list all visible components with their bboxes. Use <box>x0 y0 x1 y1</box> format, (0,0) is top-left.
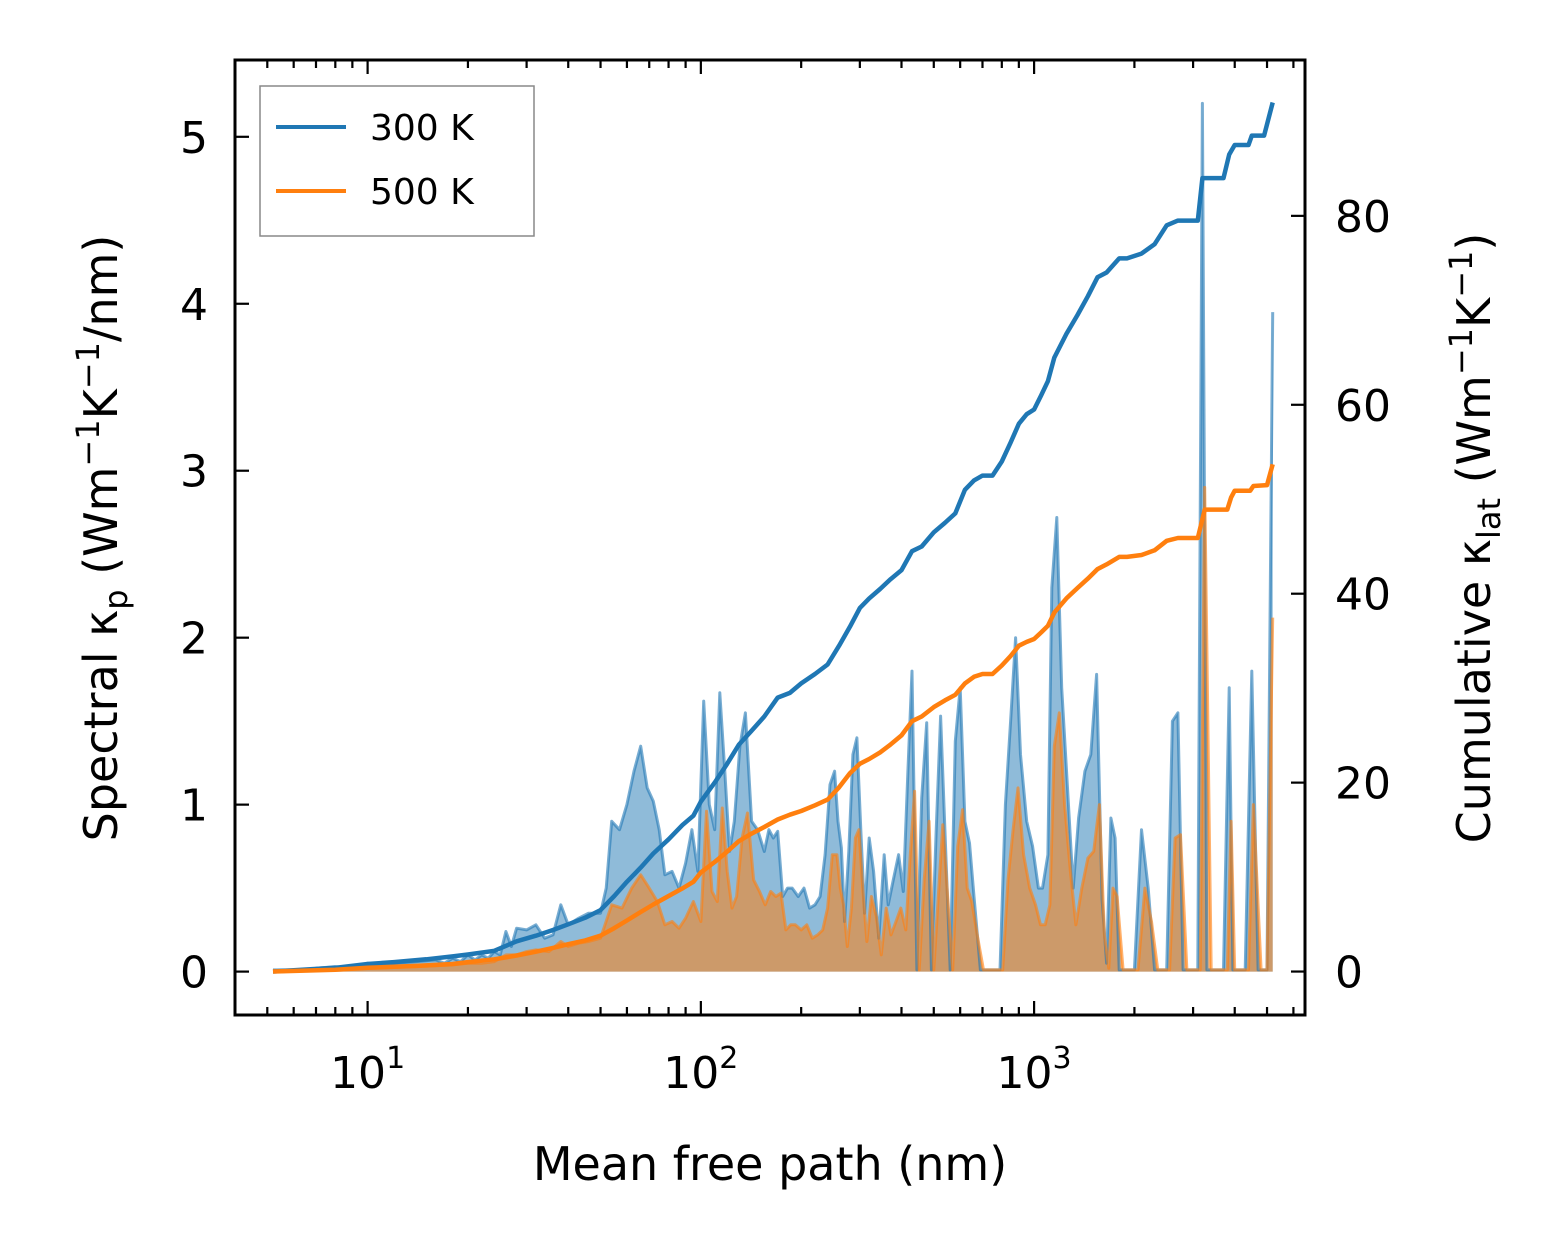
x-tick-label: 103 <box>997 1041 1072 1099</box>
y-right-tick-label: 0 <box>1335 948 1363 999</box>
y-right-tick-label: 60 <box>1335 381 1391 432</box>
spectral-line-500k <box>272 485 1275 973</box>
y-right-tick-label: 80 <box>1335 192 1391 243</box>
x-tick-label: 102 <box>663 1041 738 1099</box>
legend: 300 K 500 K <box>259 85 535 237</box>
x-axis-title: Mean free path (nm) <box>533 1137 1007 1191</box>
spectral-fill-500k <box>273 487 1273 972</box>
y-left-tick-label: 3 <box>180 447 208 498</box>
y-axis-left-title: Spectral κp (Wm−1K−1/nm) <box>69 235 135 842</box>
cumulative-lines <box>272 101 1275 974</box>
spectral-lines <box>272 101 1275 973</box>
y-left-tick-label: 4 <box>180 280 208 331</box>
axis-ticks <box>233 60 1305 1015</box>
cumulative-line-500k <box>272 463 1275 974</box>
y-left-tick-label: 5 <box>180 113 208 164</box>
x-tick-label: 101 <box>330 1041 405 1099</box>
cumulative-line-300k <box>272 101 1275 974</box>
y-left-tick-label: 2 <box>180 614 208 665</box>
legend-box <box>259 85 535 237</box>
y-right-tick-label: 20 <box>1335 759 1391 810</box>
y-axis-right-title: Cumulative κlat (Wm−1K−1) <box>1442 233 1508 844</box>
y-left-tick-label: 1 <box>180 781 208 832</box>
y-left-tick-label: 0 <box>180 948 208 999</box>
legend-label-300k: 300 K <box>370 108 475 149</box>
tick-labels: 101 102 103 0 1 2 3 4 5 0 20 40 60 80 <box>180 113 1391 1099</box>
y-right-tick-label: 40 <box>1335 570 1391 621</box>
plot-frame <box>233 58 1307 1017</box>
legend-label-500k: 500 K <box>370 172 475 213</box>
spectral-line-300k <box>273 101 1275 972</box>
